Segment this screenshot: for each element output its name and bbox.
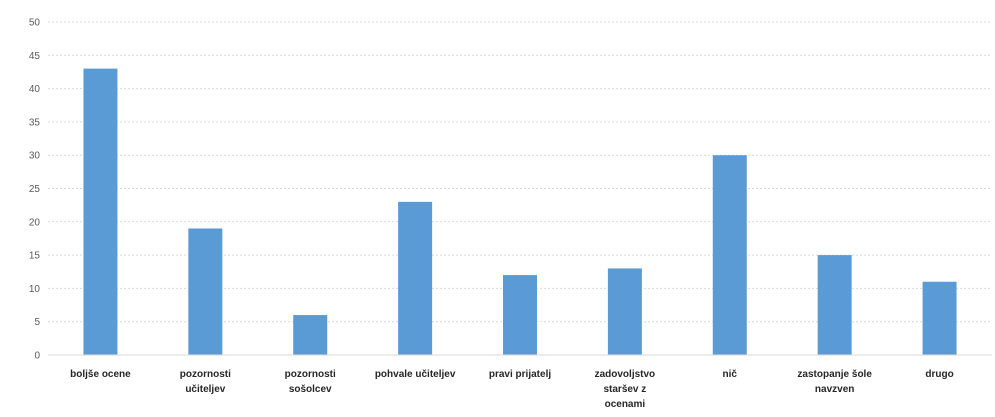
x-tick-label: pozornosti učiteljev [180, 369, 231, 395]
x-tick-label-line: drugo [925, 369, 953, 380]
x-tick-label-line: ocenami [605, 399, 646, 410]
y-tick-label: 10 [29, 284, 41, 295]
y-tick-label: 50 [29, 18, 41, 29]
bar [398, 201, 433, 355]
y-tick-label: 45 [29, 51, 41, 62]
x-tick-label-line: pohvale učiteljev [375, 369, 456, 380]
y-tick-label: 5 [34, 317, 40, 328]
x-tick-label: nič [723, 369, 738, 380]
x-tick-label-line: učiteljev [185, 384, 225, 395]
bar [293, 315, 328, 355]
x-tick-label: boljše ocene [70, 369, 131, 380]
x-tick-label-line: nič [723, 369, 738, 380]
x-tick-label-line: sošolcev [289, 384, 332, 395]
x-tick-label-line: pozornosti [180, 369, 231, 380]
y-tick-label: 20 [29, 217, 41, 228]
bar [922, 281, 957, 355]
bar [188, 228, 223, 355]
y-tick-label: 35 [29, 117, 41, 128]
bar [712, 155, 747, 355]
x-tick-label-line: zastopanje šole [797, 369, 872, 380]
x-tick-label-line: pozornosti [285, 369, 336, 380]
y-tick-label: 15 [29, 251, 41, 262]
bar [503, 275, 537, 355]
bars [83, 68, 957, 356]
x-tick-label: zastopanje šole navzven [797, 369, 872, 395]
x-tick-label: pohvale učiteljev [375, 369, 456, 380]
x-tick-label-line: navzven [815, 384, 854, 395]
x-tick-label-line: staršev z [603, 384, 646, 395]
x-tick-label-line: pravi prijatelj [489, 369, 551, 380]
x-tick-label: zadovoljstvo staršev z ocenami [595, 369, 656, 410]
y-tick-label: 40 [29, 84, 41, 95]
bar [83, 68, 118, 356]
y-tick-label: 25 [29, 184, 41, 195]
x-tick-label: pozornosti sošolcev [285, 369, 336, 395]
bar [607, 268, 642, 355]
y-tick-label: 0 [34, 351, 40, 362]
x-tick-label-line: boljše ocene [70, 369, 131, 380]
x-tick-label: pravi prijatelj [489, 369, 551, 380]
x-axis: boljše ocene pozornosti učiteljevpozornost… [48, 354, 992, 410]
x-tick-label: drugo [925, 369, 953, 380]
y-tick-label: 30 [29, 151, 41, 162]
x-tick-label-line: zadovoljstvo [595, 369, 656, 380]
y-axis: 0 5 10 15 20 25 30 35 40 45 50 [29, 18, 41, 362]
bar [817, 255, 852, 355]
